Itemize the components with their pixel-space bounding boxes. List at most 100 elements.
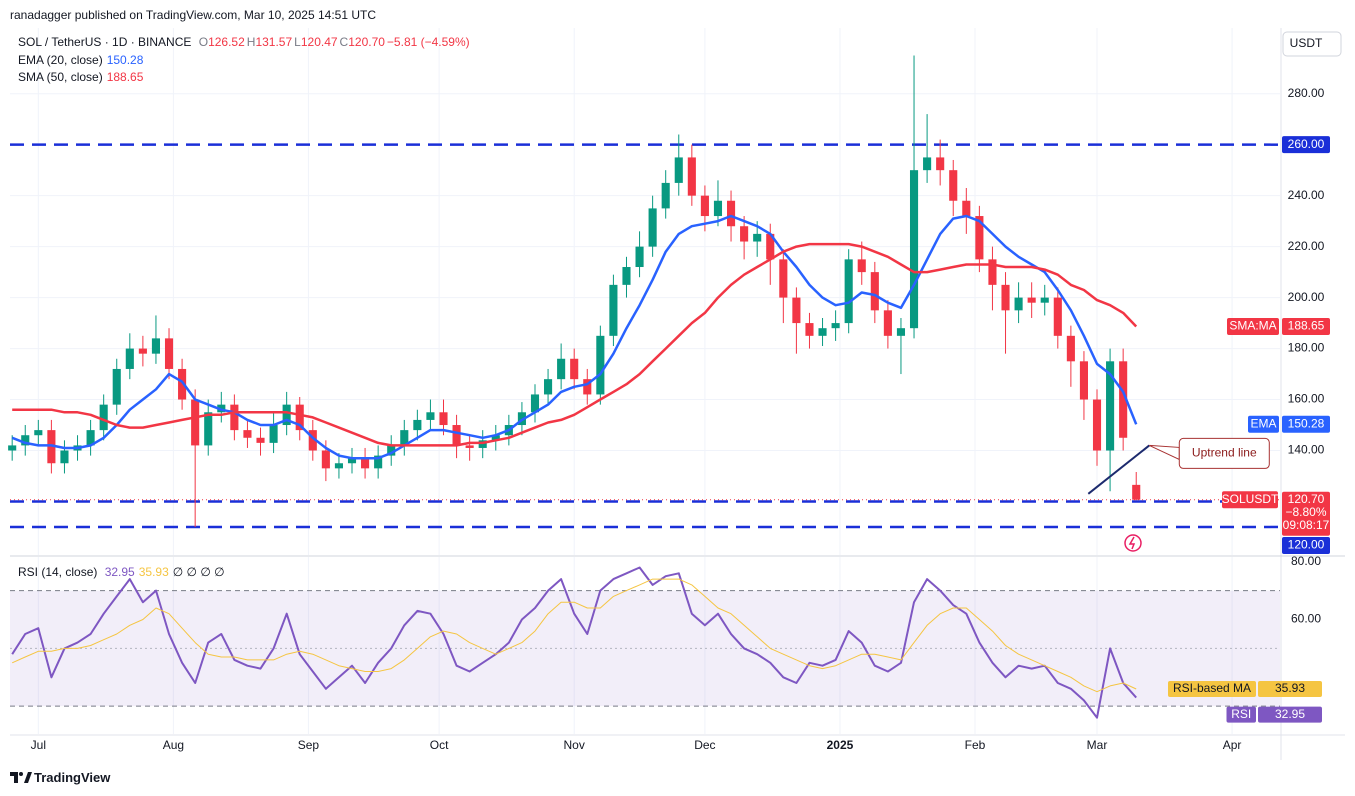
candle-body [1079,361,1088,400]
series-value-tag: 188.65 [1288,319,1325,333]
rsi-value-tag-bg [1258,706,1322,723]
currency-button[interactable] [1282,31,1342,57]
candle-body [1119,361,1128,438]
rsi-title: RSI (14, close) [18,565,98,579]
price-tag-countdown: 09:08:17 [1283,518,1330,532]
legend-value: 35.93 [138,565,169,579]
alert-icon[interactable] [1124,534,1142,552]
candle-body [1001,284,1010,311]
ohlc-item: O126.52 [199,35,245,49]
candle-body [21,435,30,446]
x-tick-label: Sep [298,738,320,752]
candle-body [1132,484,1141,500]
candle-body [178,368,187,400]
candle-body [347,458,357,464]
level-tag-bg [1282,136,1330,154]
candle-body [230,404,239,431]
candle-body [465,445,474,448]
candle-body [60,450,69,464]
candle-body [936,157,945,171]
legend-value: 150.28 [106,53,144,67]
candle-body [426,412,435,420]
candle-body [1092,399,1102,451]
tradingview-logo [10,772,32,783]
series-value-tag-bg [1282,415,1330,433]
legend-value: 188.65 [106,70,144,84]
series-line [11,214,1138,460]
candle-body [740,226,749,242]
ohlc-item: C120.70 [340,35,385,49]
callout-text: Uptrend line [1192,446,1257,460]
candle-body [1066,335,1075,362]
candle-body [308,430,317,451]
legend-main: SOL / TetherUS · 1D · BINANCE O126.52 H13… [18,35,474,49]
candle-body [779,259,788,298]
rsi-name-tag-bg [1168,681,1256,698]
candle-body [726,200,736,227]
candle-body [792,297,801,324]
candle-body [661,182,670,209]
price-name-tag-bg [1222,491,1278,509]
candle-body [923,157,932,171]
ohlc-value: 120.70 [348,35,385,49]
candle-body [204,412,213,446]
candle-body [413,419,422,431]
candle-body [1106,361,1115,451]
candle-body [47,430,56,464]
ohlc-value: 126.52 [208,35,245,49]
ohlc-item: L120.47 [294,35,337,49]
candle-body [530,394,540,413]
candle-body [700,195,709,217]
series-name-tag-bg [1248,415,1279,433]
rsi-value-tag: 32.95 [1275,707,1305,721]
price-tag-value: 120.70 [1288,492,1325,506]
trend-line [1087,444,1150,495]
ohlc-value: 131.57 [255,35,293,49]
rsi-name-tag: RSI-based MA [1173,681,1251,695]
x-tick-label: 2025 [827,738,854,752]
legend-name: SMA (50, close) [18,70,103,84]
candle-body [1014,297,1023,311]
y-tick-label: 180.00 [1288,341,1325,355]
rsi-value-tag: 35.93 [1275,681,1305,695]
candle-body [544,379,553,395]
series-value-tag: 150.28 [1288,416,1325,430]
candle-body [1053,297,1062,336]
candle-body [753,233,762,242]
candle-body [125,348,134,369]
level-tag: 120.00 [1288,538,1325,552]
candle-body [622,267,631,285]
ohlc-letter: H [246,35,256,49]
candle-body [805,323,814,336]
price-tag-bg [1282,491,1330,536]
candle-body [452,425,461,446]
y-tick-label: 80.00 [1291,554,1321,568]
x-tick-label: Jul [31,738,46,752]
candle-body [374,455,383,469]
candle-body [8,445,17,451]
candle-body [570,358,579,380]
candle-body [112,368,121,405]
legend-extra: ∅ ∅ ∅ ∅ [172,565,225,579]
candle-body [191,399,200,446]
ohlc-letter: L [294,35,301,49]
series-name-tag: SMA:MA [1229,319,1276,333]
candle-body [818,328,827,336]
candle-body [243,430,252,438]
candle-body [988,259,997,285]
candle-body [962,200,971,217]
currency[interactable]: USDT [1290,36,1323,50]
legend-value: 32.95 [104,565,135,579]
y-tick-label: 140.00 [1288,443,1325,457]
candle-body [609,284,618,336]
ohlc-letter: O [198,35,209,49]
x-tick-label: Aug [163,738,184,752]
candle-body [269,425,278,443]
legend-series: EMA (20, close) 150.28 SMA (50, close) 188.… [18,52,147,86]
series-name-tag: EMA [1250,416,1276,430]
series-line [11,578,1137,693]
candle-body [387,445,396,456]
